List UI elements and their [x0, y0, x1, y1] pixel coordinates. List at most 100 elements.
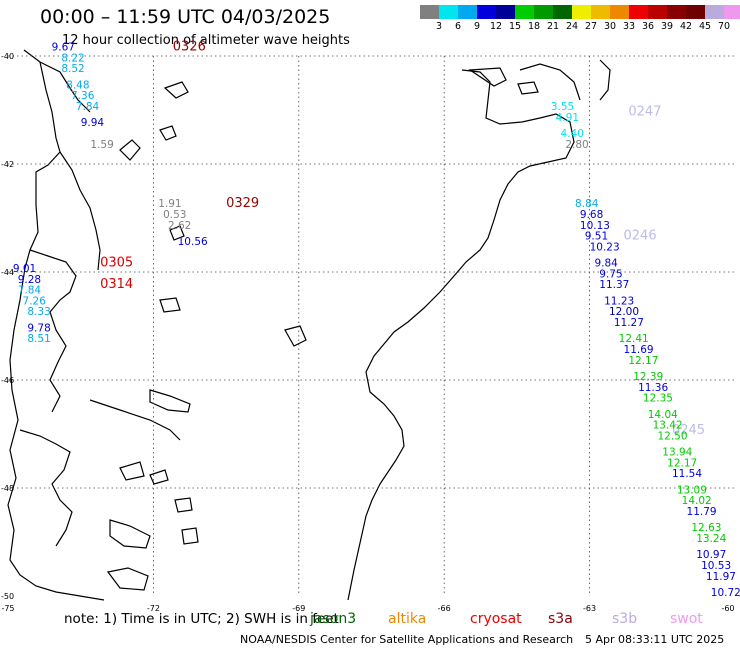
wave-height-label: 9.78 — [27, 322, 50, 334]
wave-height-label: 8.52 — [61, 63, 84, 75]
color-scale-label: 12 — [489, 21, 503, 32]
wave-height-label: 12.17 — [667, 457, 697, 469]
latitude-label: -46 — [1, 376, 14, 385]
wave-height-label: 12.41 — [619, 333, 649, 345]
wave-height-label: 14.04 — [648, 409, 678, 421]
color-scale-label: 42 — [679, 21, 693, 32]
satellite-name: s3b — [612, 611, 638, 627]
chart-subtitle: 12 hour collection of altimeter wave hei… — [62, 33, 350, 48]
wave-height-label: 7.84 — [76, 101, 100, 113]
wave-height-label: 10.56 — [178, 236, 208, 248]
wave-height-label: 11.69 — [624, 344, 654, 356]
wave-height-label: 10.53 — [701, 560, 731, 572]
color-swatch — [591, 5, 610, 19]
latitude-label: -42 — [1, 160, 14, 169]
coastline — [7, 49, 611, 601]
latitude-label: -50 — [1, 592, 14, 601]
color-scale-label: 18 — [527, 21, 541, 32]
wave-height-label: 12.39 — [633, 371, 663, 383]
wave-height-label: 11.97 — [706, 571, 736, 583]
longitude-label: -69 — [292, 604, 305, 613]
color-swatch — [515, 5, 534, 19]
footer-credit: NOAA/NESDIS Center for Satellite Applica… — [240, 633, 574, 646]
color-swatch — [553, 5, 572, 19]
color-swatch — [477, 5, 496, 19]
color-swatch — [496, 5, 515, 19]
color-scale-label: 39 — [660, 21, 674, 32]
wave-height-label: 2.80 — [565, 139, 588, 151]
wave-height-label: 13.09 — [677, 484, 707, 496]
wave-height-label: 12.00 — [609, 306, 639, 318]
wave-height-label: 3.55 — [551, 101, 574, 113]
wave-height-label: 9.51 — [585, 231, 608, 243]
longitude-labels: -75 -72 -69 -66 -63 -60 — [1, 604, 734, 613]
wave-height-label: 12.17 — [628, 355, 658, 367]
wave-height-label: 13.42 — [653, 420, 683, 432]
wave-height-label: 10.23 — [590, 241, 620, 253]
wave-height-label: 0.53 — [163, 209, 186, 221]
color-scale-label: 45 — [698, 21, 712, 32]
wave-height-label: 9.68 — [580, 209, 603, 221]
satellite-name: swot — [670, 611, 703, 627]
wave-height-label: 11.79 — [687, 506, 717, 518]
note-text: note: 1) Time is in UTC; 2) SWH is in fe… — [64, 611, 339, 627]
satellite-name: s3a — [548, 611, 573, 627]
wave-height-label: 1.59 — [90, 139, 113, 151]
wave-height-label: 4.40 — [561, 128, 584, 140]
color-scale-label: 27 — [584, 21, 598, 32]
satellite-name: altika — [388, 611, 427, 627]
color-swatch — [629, 5, 648, 19]
wave-height-label: 10.13 — [580, 220, 610, 232]
wave-height-label: 12.63 — [691, 522, 721, 534]
color-scale — [420, 5, 740, 20]
color-scale-label: 6 — [454, 21, 462, 32]
wave-height-label: 9.28 — [18, 274, 41, 286]
wave-height-label: 9.84 — [594, 258, 618, 270]
wave-height-label: 12.35 — [643, 393, 673, 405]
wave-height-label: 11.36 — [638, 382, 668, 394]
wave-height-label: 8.51 — [27, 333, 50, 345]
wave-height-label: 8.22 — [61, 52, 84, 64]
color-swatch — [724, 5, 740, 19]
color-scale-label: 70 — [717, 21, 731, 32]
pass-time-labels: 0326 0329 0305 0314 0247 0246 0245 — [100, 40, 705, 438]
footer-timestamp: 5 Apr 08:33:11 UTC 2025 — [585, 633, 725, 646]
lat-lon-grid — [8, 55, 735, 596]
color-scale-label: 9 — [473, 21, 481, 32]
wave-height-label: 12.50 — [657, 430, 687, 442]
wave-height-label: 8.33 — [27, 306, 50, 318]
pass-time-label: 0329 — [226, 196, 259, 211]
color-swatch — [686, 5, 705, 19]
color-swatch — [648, 5, 667, 19]
wave-height-label: 8.84 — [575, 198, 599, 210]
color-swatch — [458, 5, 477, 19]
longitude-label: -60 — [721, 604, 734, 613]
pass-time-label: 0245 — [672, 423, 705, 438]
wave-height-label: 7.36 — [71, 90, 95, 102]
pass-time-label: 0305 — [100, 256, 133, 271]
color-scale-label: 33 — [622, 21, 636, 32]
wave-height-label: 7.84 — [18, 285, 42, 297]
pass-time-label: 0326 — [173, 40, 206, 55]
wave-height-label: 7.26 — [23, 295, 47, 307]
pass-time-label: 0247 — [628, 104, 661, 119]
wave-height-label: 14.02 — [682, 495, 712, 507]
longitude-label: -72 — [147, 604, 160, 613]
wave-height-label: 9.67 — [52, 42, 75, 54]
color-scale-label: 24 — [565, 21, 579, 32]
latitude-label: -40 — [1, 52, 14, 61]
color-scale-label: 30 — [603, 21, 617, 32]
latitude-labels: -40 -42 -44 -46 -48 -50 — [1, 52, 14, 601]
longitude-label: -75 — [1, 604, 14, 613]
color-scale-label: 36 — [641, 21, 655, 32]
longitude-label: -63 — [583, 604, 596, 613]
wave-height-label: 13.24 — [696, 533, 726, 545]
color-swatch — [534, 5, 553, 19]
wave-height-label: 11.37 — [599, 279, 629, 291]
wave-height-labels: 9.678.228.528.487.367.849.941.591.910.53… — [13, 42, 740, 599]
latitude-label: -44 — [1, 268, 14, 277]
chart-title: 00:00 – 11:59 UTC 04/03/2025 — [40, 6, 331, 28]
color-scale-label: 3 — [435, 21, 443, 32]
color-swatch — [420, 5, 439, 19]
